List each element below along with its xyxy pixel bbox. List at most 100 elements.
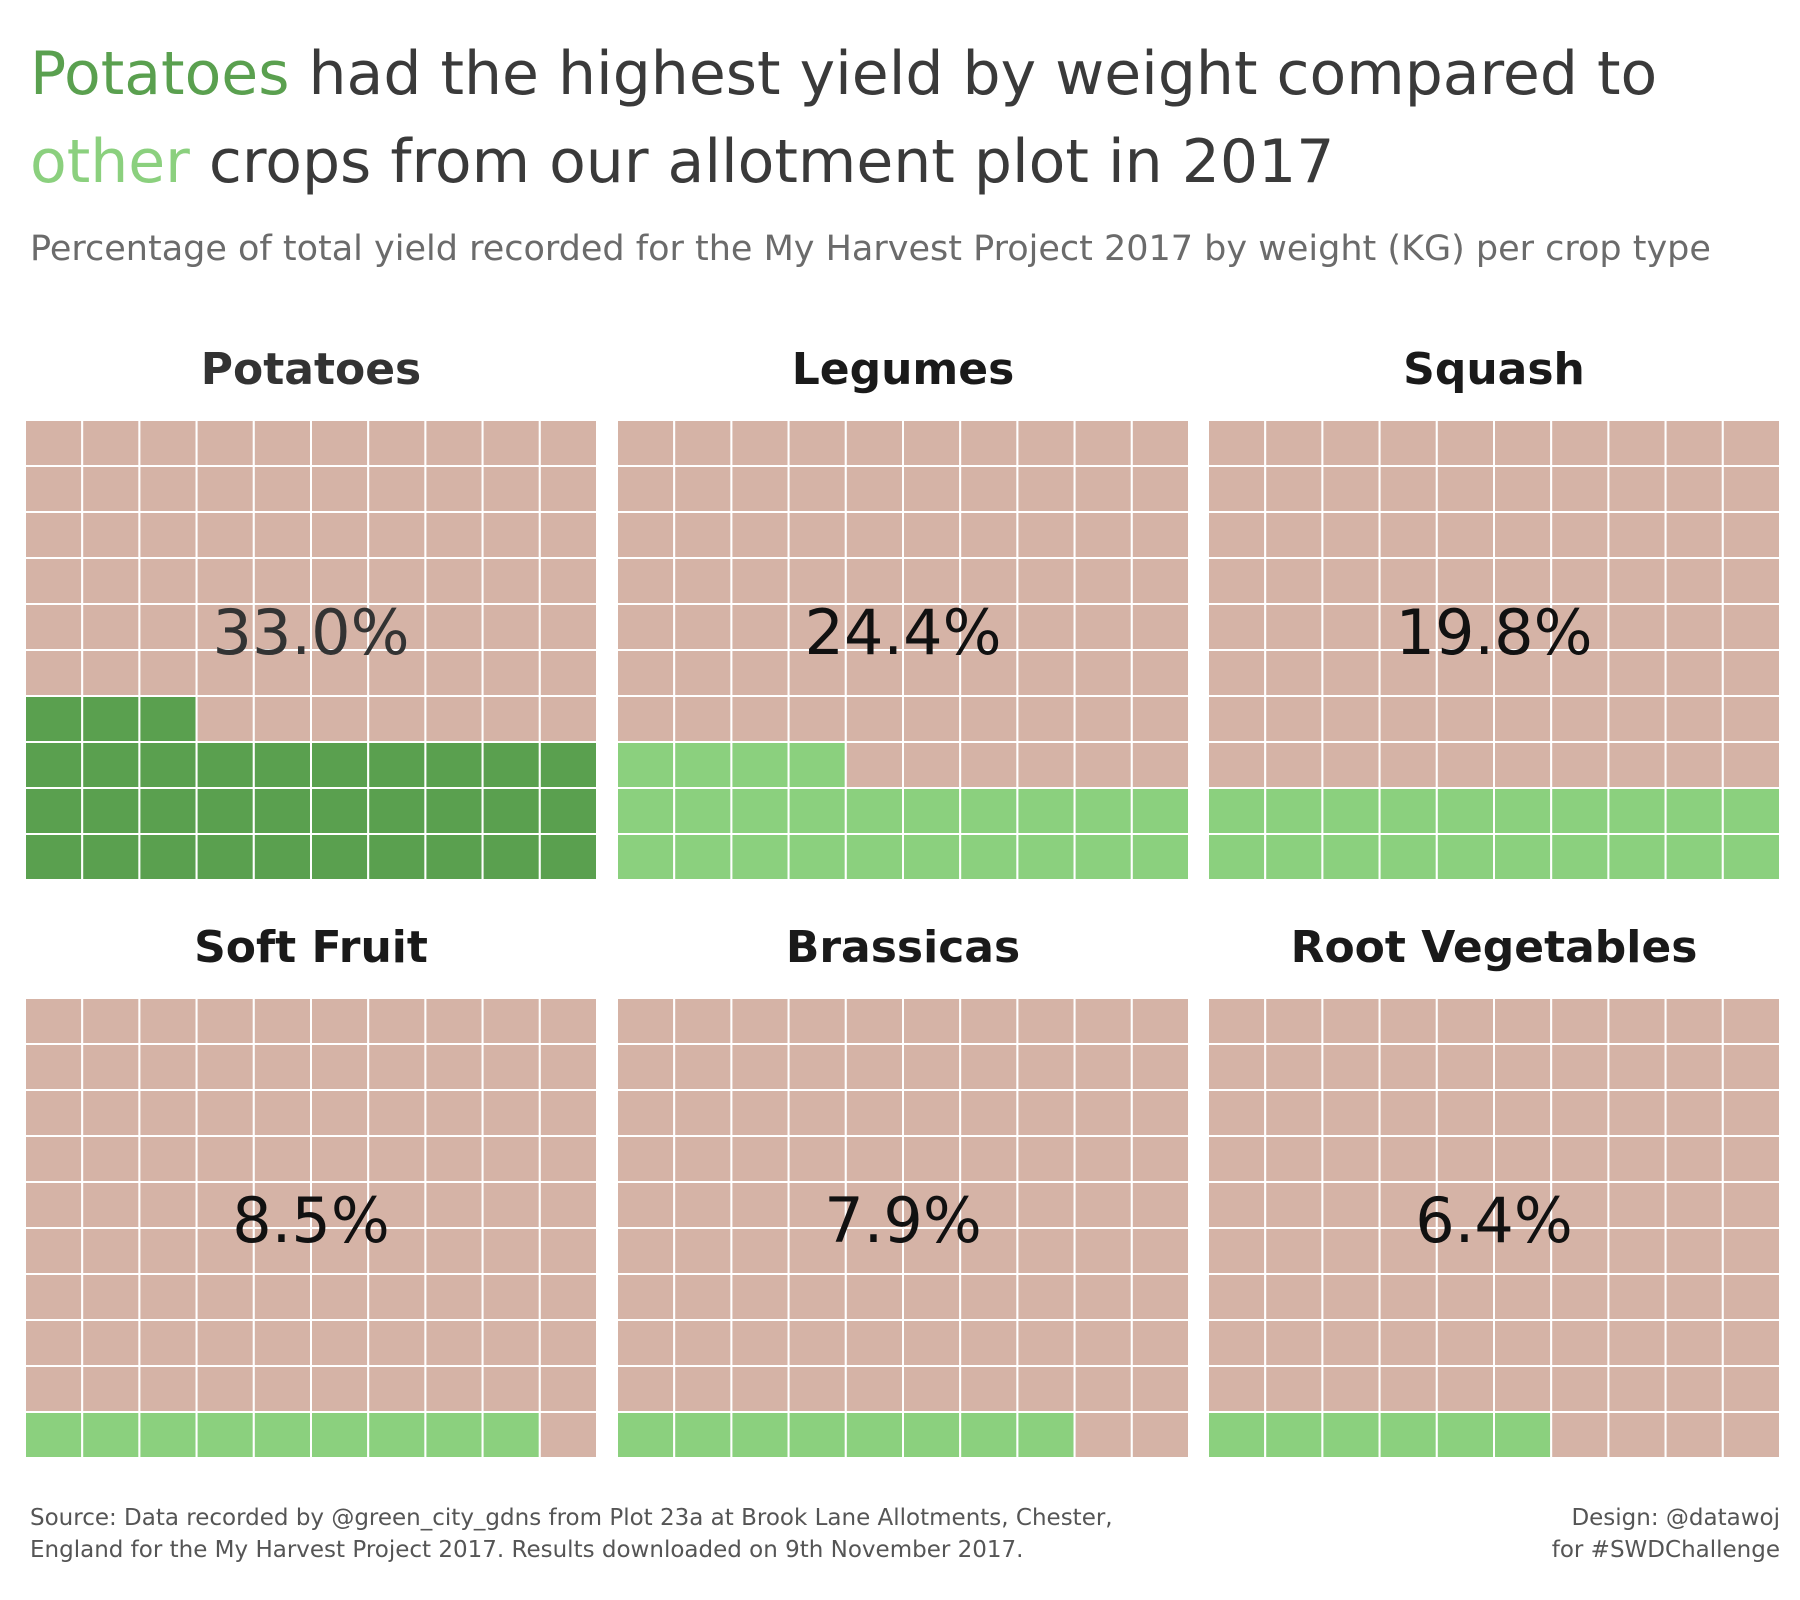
waffle-cell-filled bbox=[730, 741, 790, 789]
waffle-cell-empty bbox=[310, 1089, 370, 1137]
waffle-cell-empty bbox=[1208, 511, 1267, 559]
waffle-cell-empty bbox=[787, 1365, 847, 1413]
waffle-cell-empty bbox=[730, 998, 790, 1045]
waffle-cell-empty bbox=[25, 1043, 84, 1091]
waffle-cell-empty bbox=[252, 1181, 313, 1229]
waffle-cell-empty bbox=[1493, 741, 1553, 789]
waffle-cell-filled bbox=[538, 833, 597, 880]
waffle-cell-empty bbox=[252, 603, 313, 651]
waffle-cell-filled bbox=[1550, 787, 1610, 835]
waffle-cell-empty bbox=[787, 1043, 847, 1091]
waffle-cell-empty bbox=[1073, 649, 1133, 697]
waffle-cell-filled bbox=[673, 1411, 733, 1458]
waffle-cell-empty bbox=[252, 1089, 313, 1137]
waffle-cell-empty bbox=[673, 1089, 733, 1137]
waffle-cell-empty bbox=[617, 511, 676, 559]
waffle-cell-empty bbox=[1378, 420, 1438, 467]
waffle-cell-empty bbox=[1664, 557, 1724, 605]
waffle-cell-filled bbox=[310, 833, 370, 880]
waffle-cell-empty bbox=[538, 1181, 597, 1229]
waffle-cell-empty bbox=[1664, 741, 1724, 789]
waffle-cell-empty bbox=[673, 1319, 733, 1367]
waffle-cell-empty bbox=[1550, 649, 1610, 697]
waffle-cell-empty bbox=[367, 1135, 427, 1183]
waffle-cell-filled bbox=[617, 741, 676, 789]
waffle-cell-filled bbox=[1550, 833, 1610, 880]
waffle-cell-empty bbox=[1607, 1181, 1667, 1229]
waffle-cell-empty bbox=[1550, 1319, 1610, 1367]
waffle-grid bbox=[25, 420, 597, 880]
waffle-cell-empty bbox=[1435, 695, 1496, 743]
waffle-cell-empty bbox=[844, 1089, 905, 1137]
waffle-cell-empty bbox=[367, 695, 427, 743]
title-text-2: crops from our allotment plot in 2017 bbox=[189, 127, 1335, 197]
waffle-cell-empty bbox=[1073, 1273, 1133, 1321]
waffle-cell-empty bbox=[310, 1135, 370, 1183]
waffle-cell-empty bbox=[481, 649, 541, 697]
waffle-cell-empty bbox=[1550, 557, 1610, 605]
waffle-cell-empty bbox=[138, 557, 198, 605]
waffle-cell-filled bbox=[1264, 833, 1324, 880]
waffle-cell-empty bbox=[1435, 420, 1496, 467]
waffle-cell-filled bbox=[844, 833, 905, 880]
waffle-cell-filled bbox=[1321, 787, 1381, 835]
waffle-cell-empty bbox=[1073, 465, 1133, 513]
waffle-cell-filled bbox=[310, 741, 370, 789]
waffle-cell-empty bbox=[1130, 557, 1189, 605]
waffle-cell-empty bbox=[1378, 998, 1438, 1045]
waffle-cell-empty bbox=[1130, 1089, 1189, 1137]
waffle-cell-empty bbox=[1130, 1319, 1189, 1367]
waffle-cell-filled bbox=[252, 1411, 313, 1458]
waffle-cell-empty bbox=[1016, 1181, 1076, 1229]
waffle-cell-filled bbox=[481, 741, 541, 789]
waffle-cell-empty bbox=[367, 511, 427, 559]
waffle-cell-empty bbox=[1016, 1135, 1076, 1183]
waffle-cell-empty bbox=[81, 603, 141, 651]
waffle-cell-filled bbox=[81, 1411, 141, 1458]
waffle-cell-empty bbox=[252, 1273, 313, 1321]
waffle-cell-empty bbox=[424, 1181, 484, 1229]
waffle-cell-empty bbox=[617, 695, 676, 743]
waffle-cell-filled bbox=[481, 833, 541, 880]
waffle-cell-empty bbox=[1493, 511, 1553, 559]
waffle-cell-empty bbox=[310, 511, 370, 559]
waffle-cell-empty bbox=[1016, 649, 1076, 697]
waffle-cell-empty bbox=[1721, 465, 1780, 513]
waffle-cell-empty bbox=[1264, 998, 1324, 1045]
waffle-cell-empty bbox=[1264, 1043, 1324, 1091]
waffle-cell-empty bbox=[310, 1043, 370, 1091]
waffle-cell-empty bbox=[1721, 1411, 1780, 1458]
waffle-cell-filled bbox=[787, 1411, 847, 1458]
waffle-cell-empty bbox=[310, 1181, 370, 1229]
waffle-cell-empty bbox=[1721, 1181, 1780, 1229]
waffle-cell-empty bbox=[367, 1043, 427, 1091]
waffle-cell-empty bbox=[902, 1181, 962, 1229]
waffle-cell-filled bbox=[81, 787, 141, 835]
waffle-cell-empty bbox=[844, 649, 905, 697]
waffle-cell-empty bbox=[1435, 465, 1496, 513]
waffle-cell-empty bbox=[1321, 1319, 1381, 1367]
waffle-cell-empty bbox=[617, 557, 676, 605]
waffle-cell-empty bbox=[1607, 557, 1667, 605]
waffle-cell-empty bbox=[424, 1273, 484, 1321]
waffle-cell-empty bbox=[195, 1135, 255, 1183]
waffle-cell-filled bbox=[1493, 833, 1553, 880]
waffle-cell-empty bbox=[787, 465, 847, 513]
waffle-cell-empty bbox=[81, 1319, 141, 1367]
waffle-cell-filled bbox=[252, 741, 313, 789]
waffle-cell-empty bbox=[81, 1227, 141, 1275]
waffle-cell-empty bbox=[1493, 1181, 1553, 1229]
waffle-cell-empty bbox=[195, 1273, 255, 1321]
waffle-cell-empty bbox=[1664, 1411, 1724, 1458]
waffle-cell-empty bbox=[902, 420, 962, 467]
waffle-cell-filled bbox=[1607, 833, 1667, 880]
waffle-cell-empty bbox=[1721, 1319, 1780, 1367]
waffle-cell-empty bbox=[195, 1089, 255, 1137]
waffle-cell-filled bbox=[1321, 1411, 1381, 1458]
waffle-cell-empty bbox=[844, 1365, 905, 1413]
waffle-cell-empty bbox=[1550, 1411, 1610, 1458]
waffle-cell-empty bbox=[673, 465, 733, 513]
waffle-cell-empty bbox=[787, 1089, 847, 1137]
waffle-cell-empty bbox=[1435, 1043, 1496, 1091]
waffle-cell-filled bbox=[25, 741, 84, 789]
